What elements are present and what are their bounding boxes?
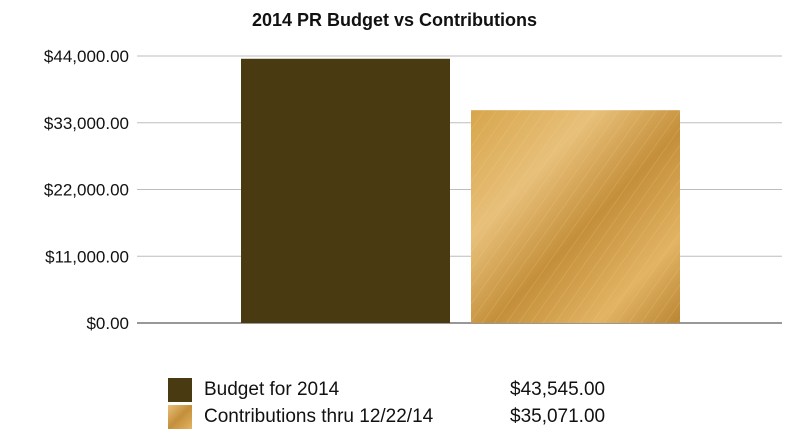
legend: Budget for 2014 $43,545.00 Contributions… [168,376,605,430]
y-tick-label: $0.00 [86,314,129,333]
chart-title: 2014 PR Budget vs Contributions [251,10,538,30]
legend-item-contributions: Contributions thru 12/22/14 $35,071.00 [168,403,605,430]
legend-value-budget: $43,545.00 [510,378,606,400]
y-tick-label: $44,000.00 [44,47,129,66]
legend-label-budget: Budget for 2014 [204,378,340,400]
legend-swatch-contributions [168,404,192,429]
legend-item-budget: Budget for 2014 $43,545.00 [168,376,605,403]
y-tick-label: $33,000.00 [44,114,129,133]
y-tick-label: $22,000.00 [44,181,129,200]
y-tick-label: $11,000.00 [45,247,129,266]
legend-value-contributions: $35,071.00 [510,405,606,427]
legend-label-contributions: Contributions thru 12/22/14 [204,405,434,427]
bar-texture [471,110,680,323]
legend-swatch-budget [168,377,192,402]
bar-budget [241,58,450,324]
